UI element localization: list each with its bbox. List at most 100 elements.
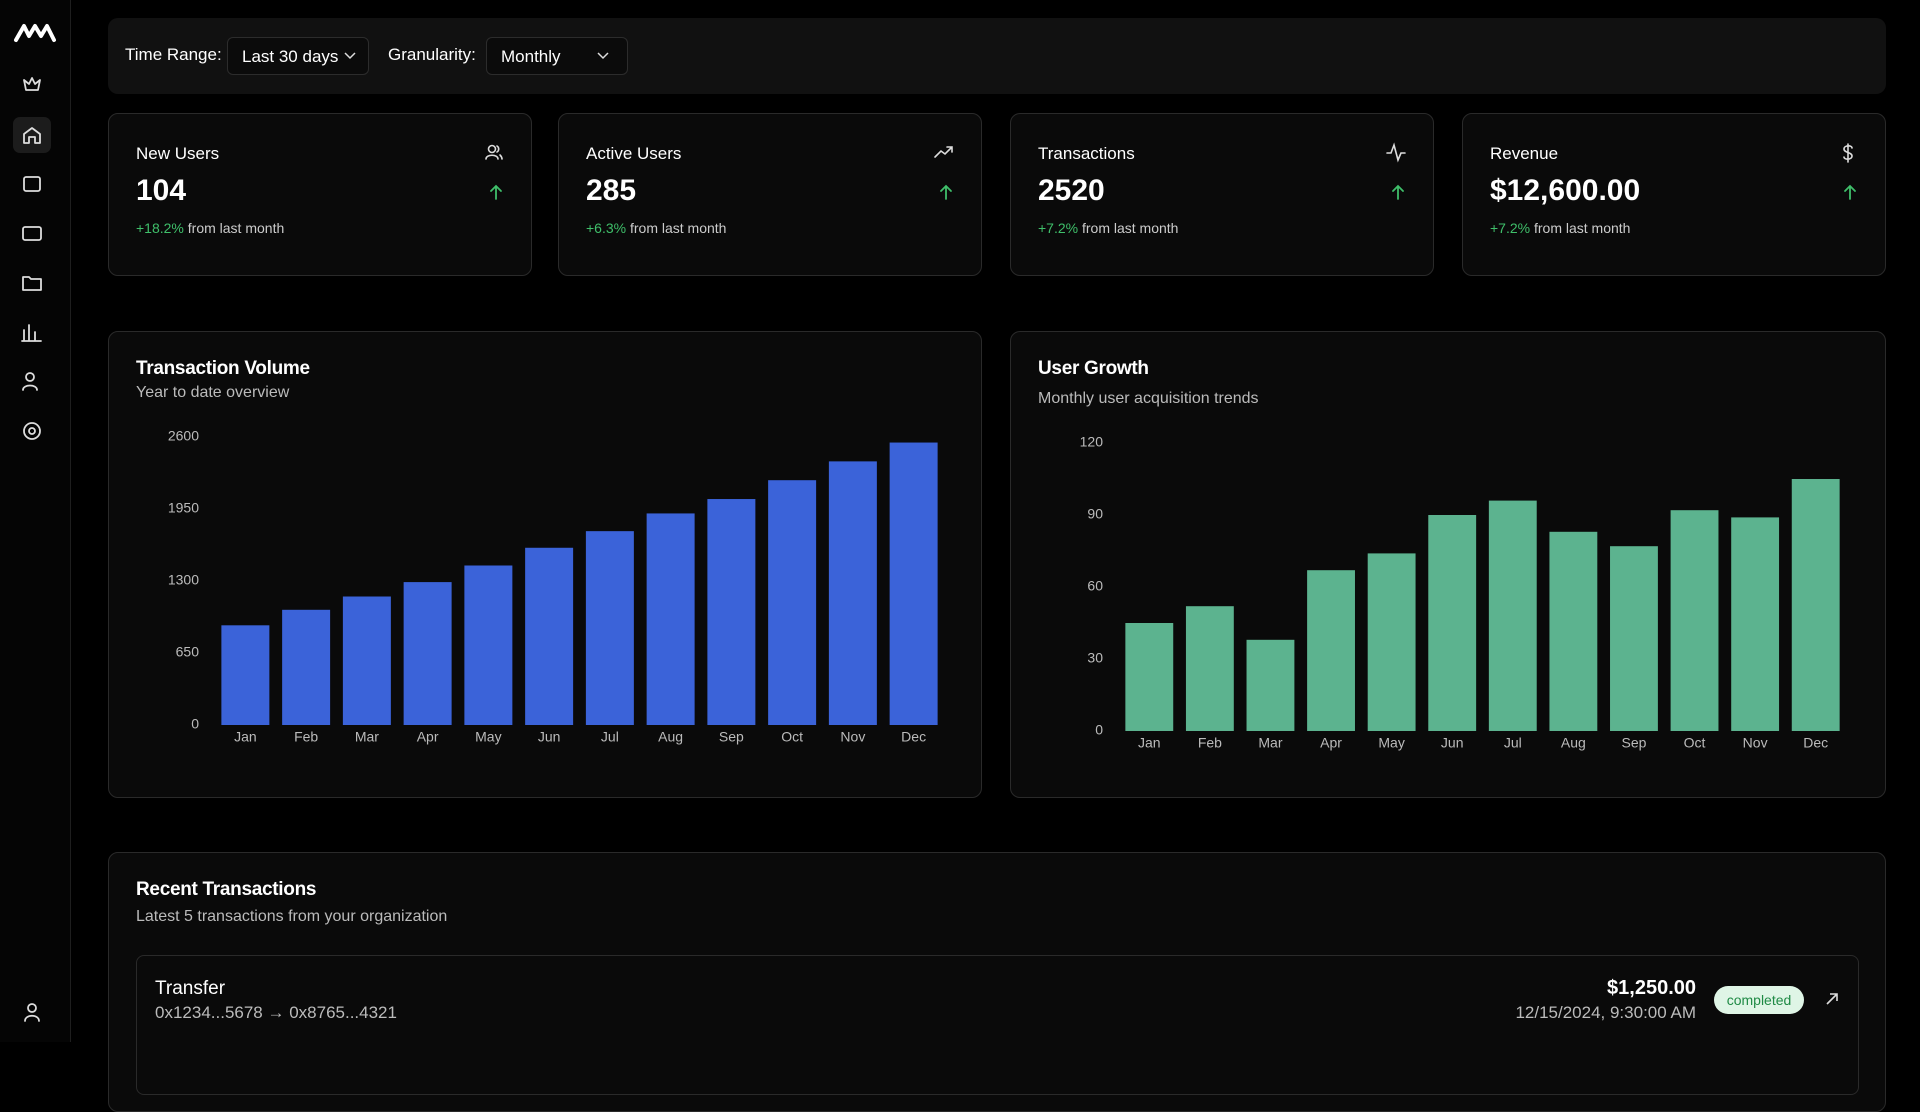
bar (1791, 479, 1840, 731)
x-tick-label: Apr (1320, 735, 1342, 751)
stat-card: Active Users 285 +6.3% from last month (558, 113, 982, 276)
x-tick-label: Sep (719, 729, 744, 745)
nav-folder[interactable] (22, 276, 42, 291)
change-text: from last month (1081, 220, 1179, 236)
time-range-select[interactable]: Last 30 days (227, 37, 369, 75)
trend-up-icon (1844, 184, 1856, 200)
bar (585, 531, 634, 725)
y-tick-label: 30 (1087, 650, 1103, 666)
x-tick-label: Aug (1561, 735, 1586, 751)
nav-chart[interactable] (21, 324, 42, 342)
logo (14, 24, 56, 42)
stat-value: 104 (136, 174, 187, 207)
tx-type: Transfer (155, 978, 226, 999)
nav-users[interactable] (25, 372, 35, 382)
open-link[interactable] (1825, 992, 1839, 1006)
nav-profile[interactable] (27, 1003, 37, 1013)
bar (828, 461, 877, 725)
x-tick-label: Oct (1684, 735, 1706, 751)
change-percent: +7.2% (1490, 220, 1531, 236)
x-tick-label: Sep (1621, 735, 1646, 751)
stat-card: New Users 104 +18.2% from last month (108, 113, 532, 276)
filter-bar: Time Range: Last 30 days Granularity: Mo… (108, 18, 1886, 94)
y-tick-label: 90 (1087, 506, 1103, 522)
stat-title: Transactions (1038, 144, 1135, 163)
x-tick-label: Jan (1138, 735, 1161, 751)
bar (1488, 500, 1537, 731)
bar (464, 565, 513, 725)
nav-profile-body (24, 1014, 40, 1022)
granularity-select[interactable]: Monthly (486, 37, 628, 75)
chart: 0 650 1300 1950 2600 Jan Feb Mar Apr May Jun Jul Aug… (168, 428, 938, 745)
y-tick-label: 1950 (168, 500, 199, 516)
bar (1125, 623, 1174, 731)
stat-title: Revenue (1490, 144, 1559, 163)
filter-label: Granularity: (388, 45, 476, 64)
bar (282, 609, 331, 725)
bar (1307, 570, 1355, 731)
stat-icon (1386, 142, 1406, 163)
y-tick-label: 1300 (168, 572, 199, 588)
stat-change: +18.2% from last month (136, 220, 284, 236)
x-tick-label: Jan (234, 729, 257, 745)
tx-date: 12/15/2024, 9:30:00 AM (1515, 1003, 1696, 1022)
filter-label: Time Range: (125, 45, 222, 64)
x-tick-label: Feb (294, 729, 318, 745)
x-tick-label: Jul (1504, 735, 1522, 751)
x-tick-label: Feb (1198, 735, 1222, 751)
select-value: Monthly (501, 47, 561, 66)
stat-value: 2520 (1038, 174, 1105, 207)
bar (403, 582, 452, 725)
stat-card: Revenue $12,600.00 +7.2% from last month (1462, 113, 1886, 276)
stat-change: +7.2% from last month (1038, 220, 1178, 236)
bar (1246, 639, 1295, 731)
trend-up-icon (1392, 184, 1404, 200)
stat-title: New Users (136, 144, 220, 163)
change-text: from last month (1533, 220, 1631, 236)
x-tick-label: Dec (901, 729, 926, 745)
y-tick-label: 120 (1080, 434, 1104, 450)
nav-cards[interactable] (22, 226, 42, 241)
x-tick-label: Nov (1743, 735, 1768, 751)
change-text: from last month (629, 220, 727, 236)
chevron (344, 52, 356, 60)
bar (768, 480, 817, 725)
bar (1549, 531, 1598, 731)
x-tick-label: May (1378, 735, 1404, 751)
bar (221, 625, 270, 725)
x-tick-label: Mar (1258, 735, 1282, 751)
stat-change: +7.2% from last month (1490, 220, 1630, 236)
x-tick-label: Mar (355, 729, 379, 745)
nav-settings[interactable] (28, 427, 36, 435)
change-percent: +6.3% (586, 220, 627, 236)
stat-icon (934, 146, 953, 158)
change-percent: +18.2% (136, 220, 184, 236)
sidebar (0, 0, 71, 1042)
chart-title: User Growth (1038, 358, 1149, 379)
stat-value: 285 (586, 174, 637, 207)
change-text: from last month (187, 220, 285, 236)
bar (1670, 510, 1719, 731)
nav-users-body (22, 384, 38, 391)
chart-subtitle: Monthly user acquisition trends (1038, 390, 1259, 407)
bar (1610, 546, 1658, 731)
bar (1185, 606, 1234, 731)
nav-wallet[interactable] (23, 176, 41, 192)
chevron (597, 52, 609, 60)
y-tick-label: 60 (1087, 578, 1103, 594)
bar (1428, 515, 1477, 731)
x-tick-label: Nov (840, 729, 865, 745)
bar (646, 513, 695, 725)
bar (342, 596, 391, 725)
x-tick-label: Jul (601, 729, 619, 745)
nav-crown[interactable] (23, 77, 41, 91)
bar (1731, 517, 1780, 731)
bar (525, 547, 574, 725)
tx-amount: $1,250.00 (1607, 977, 1696, 999)
x-tick-label: Jun (538, 729, 561, 745)
bar (707, 499, 756, 725)
chart-title: Transaction Volume (136, 358, 310, 379)
nav-home[interactable] (23, 127, 41, 144)
